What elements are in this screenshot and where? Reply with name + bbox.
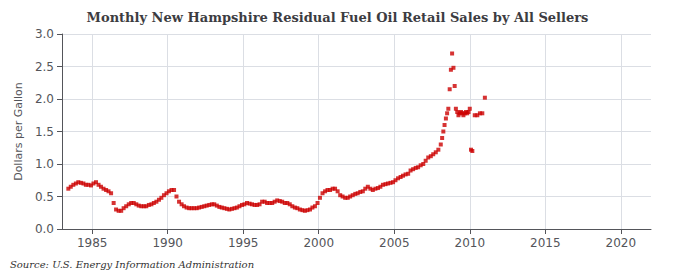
svg-text:Monthly New Hampshire Residual: Monthly New Hampshire Residual Fuel Oil … — [87, 10, 589, 25]
svg-text:2000: 2000 — [303, 236, 334, 250]
svg-text:1.5: 1.5 — [35, 125, 54, 139]
svg-text:3.0: 3.0 — [35, 27, 54, 41]
svg-text:0.0: 0.0 — [35, 222, 54, 236]
svg-text:2020: 2020 — [606, 236, 637, 250]
svg-text:Source: U.S. Energy Informatio: Source: U.S. Energy Information Administ… — [10, 259, 254, 270]
svg-text:2.0: 2.0 — [35, 92, 54, 106]
svg-text:2.5: 2.5 — [35, 60, 54, 74]
svg-text:1985: 1985 — [77, 236, 108, 250]
svg-text:2005: 2005 — [379, 236, 410, 250]
svg-text:2015: 2015 — [530, 236, 561, 250]
svg-text:Dollars per Gallon: Dollars per Gallon — [12, 82, 25, 181]
svg-text:1.0: 1.0 — [35, 157, 54, 171]
svg-text:1990: 1990 — [152, 236, 183, 250]
svg-text:0.5: 0.5 — [35, 190, 54, 204]
svg-text:2010: 2010 — [454, 236, 485, 250]
svg-text:1995: 1995 — [228, 236, 259, 250]
